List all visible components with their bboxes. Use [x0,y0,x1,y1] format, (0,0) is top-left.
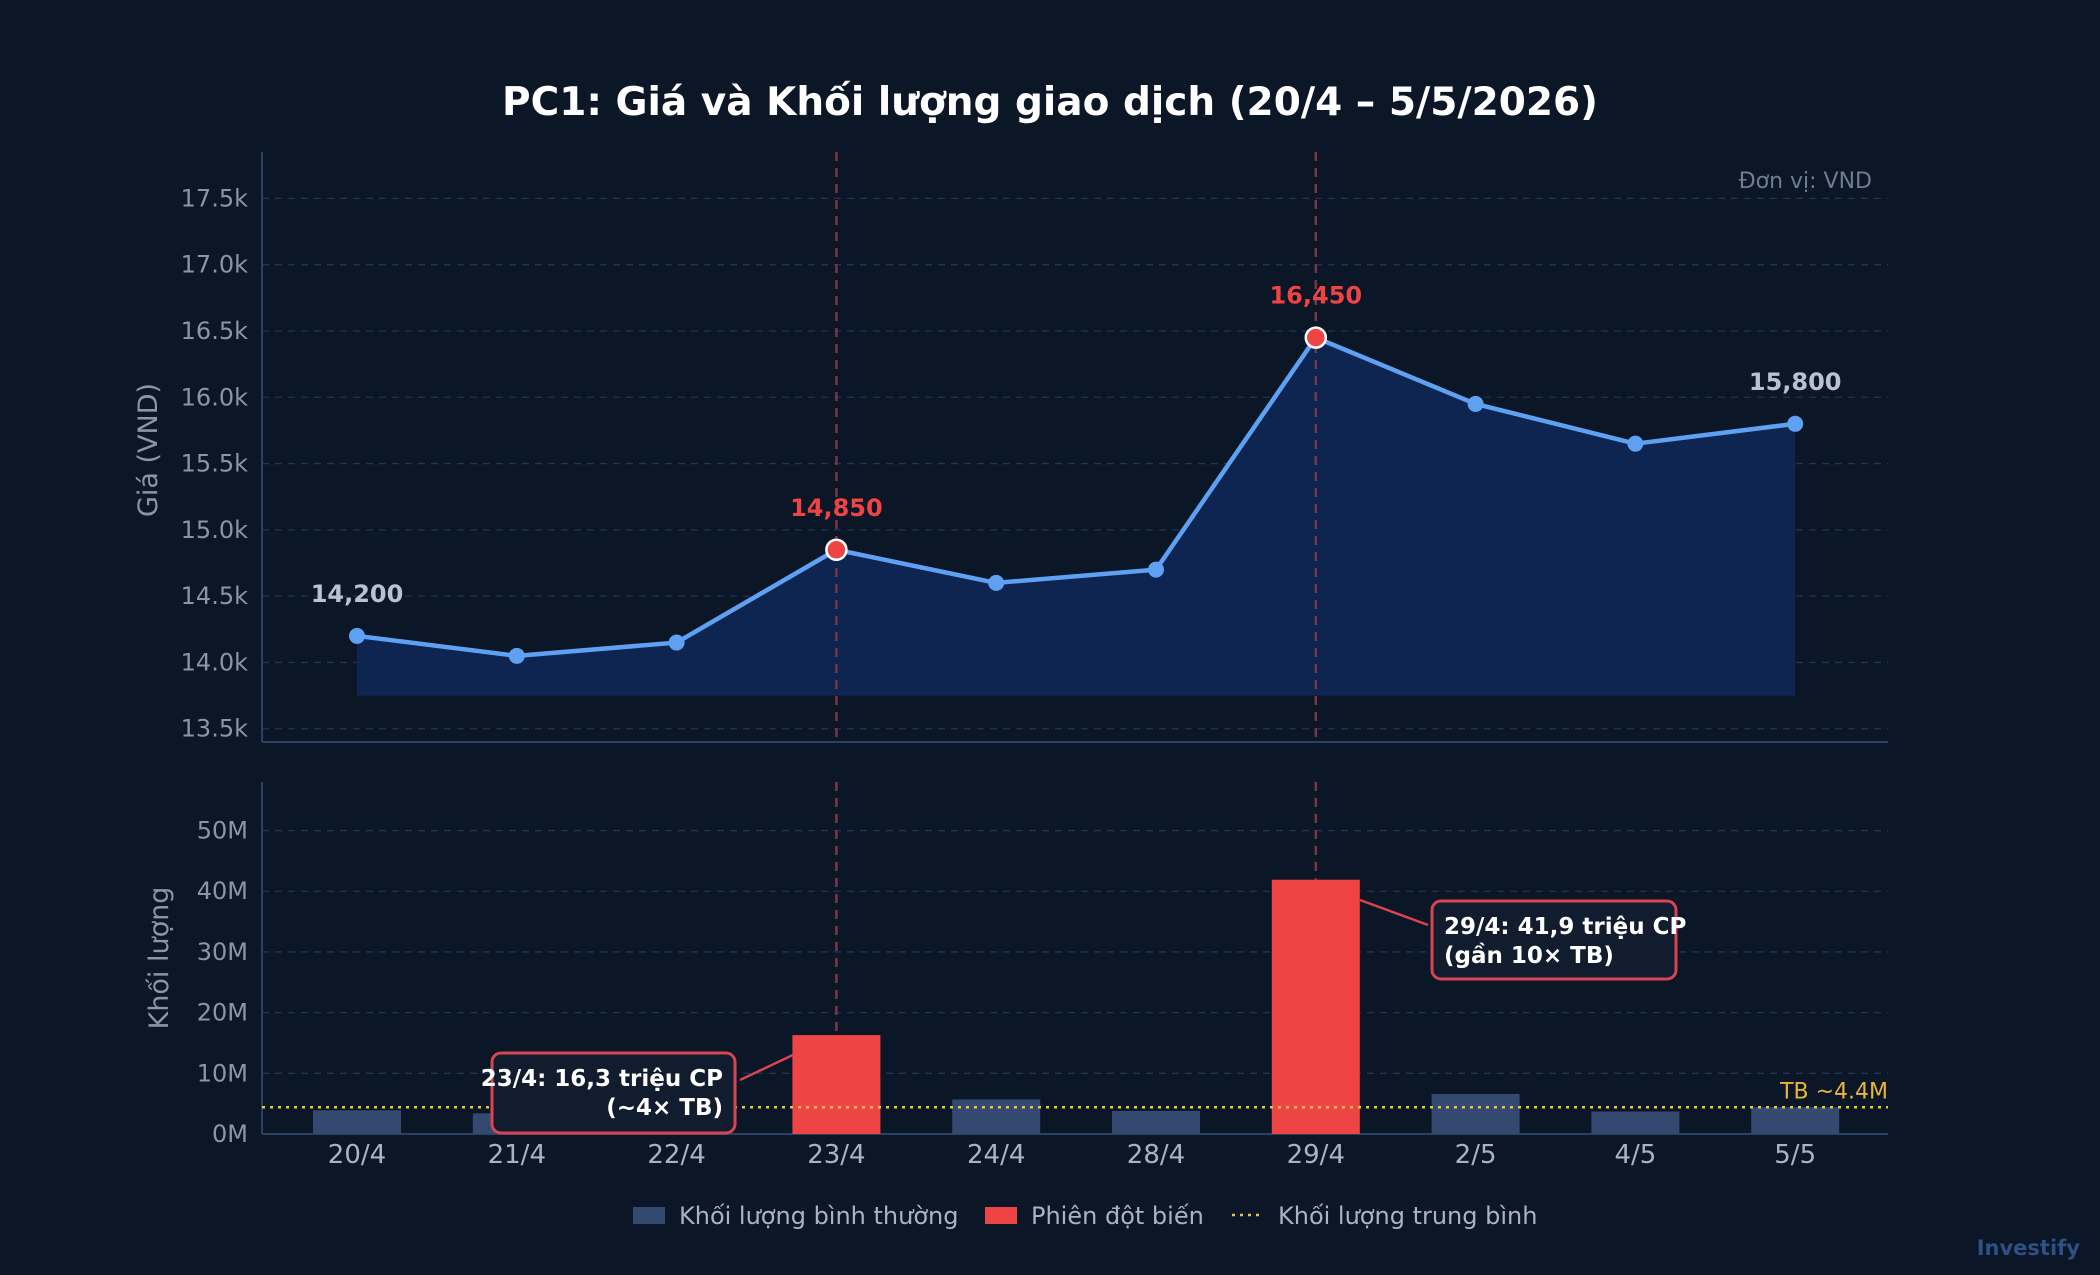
legend: Khối lượng bình thường Phiên đột biến Khối… [633,1202,1537,1230]
x-tick-label: 24/4 [967,1140,1025,1170]
price-tick-label: 16.0k [181,383,248,411]
price-tick-label: 14.0k [181,648,248,676]
volume-bar [952,1099,1041,1134]
volume-bar [1591,1111,1680,1134]
x-tick-label: 22/4 [647,1140,705,1170]
annotation-text: 29/4: 41,9 triệu CP [1444,914,1686,940]
volume-tick-label: 10M [197,1059,248,1087]
x-tick-label: 23/4 [807,1140,865,1170]
legend-swatch-normal-bar [633,1207,665,1224]
legend-label: Khối lượng trung bình [1278,1202,1537,1230]
legend-label: Khối lượng bình thường [679,1202,958,1230]
price-axis-label: Giá (VND) [133,383,164,517]
x-tick-label: 20/4 [328,1140,386,1170]
price-point [988,574,1005,591]
annotation-connector [1359,898,1429,927]
x-tick-label: 28/4 [1127,1140,1185,1170]
x-tick-label: 2/5 [1455,1140,1497,1170]
annotation-text: 23/4: 16,3 triệu CP [481,1066,723,1092]
x-tick-label: 4/5 [1614,1140,1656,1170]
annotation-box [1430,899,1678,981]
price-point-spike [825,538,848,562]
legend-label: Phiên đột biến [1031,1202,1204,1230]
volume-tick-label: 0M [212,1120,248,1148]
x-tick-label: 21/4 [488,1140,546,1170]
price-series-line [356,335,1796,659]
volume-tick-label: 20M [197,999,248,1027]
price-tick-label: 14.5k [181,582,248,610]
price-point [508,647,525,664]
annotation-connector [739,1052,796,1082]
price-data-label: 14,200 [311,580,404,608]
price-tick-label: 13.5k [181,715,248,743]
volume-axis-label: Khối lượng [144,887,175,1030]
volume-bar-spike [792,1035,881,1134]
price-point [668,634,685,651]
price-point-spike [1304,326,1328,349]
price-tick-label: 15.0k [181,516,248,544]
volume-panel: 0M 10M 20M 30M 40M 50M TB ~4.4M 23/4: 16,3 triệ… [197,782,1888,1170]
price-point [1467,395,1484,412]
volume-bar [1112,1110,1200,1134]
price-tick-label: 16.5k [181,317,248,345]
volume-tick-label: 50M [197,817,248,845]
price-tick-label: 15.5k [181,450,248,478]
price-data-label: 16,450 [1269,282,1362,310]
price-point [349,627,365,644]
x-tick-label: 5/5 [1774,1140,1816,1170]
average-volume-label: TB ~4.4M [1779,1079,1888,1104]
price-area-fill [357,337,1796,696]
annotation-box [490,1051,737,1135]
unit-note: Đơn vị: VND [1739,169,1872,194]
volume-bar [1431,1093,1520,1134]
price-data-label: 15,800 [1749,368,1842,396]
annotation-text: (gần 10× TB) [1444,942,1614,969]
price-point [1787,415,1804,432]
legend-swatch-spike-bar [985,1207,1017,1224]
chart-title: PC1: Giá và Khối lượng giao dịch (20/4 –… [502,80,1598,125]
volume-bar [1751,1107,1840,1134]
price-data-label: 14,850 [790,494,883,522]
price-point [1148,561,1164,578]
volume-bar-spike [1271,879,1360,1134]
watermark: Investify [1977,1236,2081,1260]
x-tick-label: 29/4 [1287,1140,1345,1170]
annotation-text: (~4× TB) [606,1095,723,1121]
volume-tick-label: 40M [197,877,248,905]
price-point [1627,435,1644,452]
volume-bar [313,1110,401,1134]
price-tick-label: 17.5k [181,184,248,212]
price-panel: 13.5k 14.0k 14.5k 15.0k 15.5k 16.0k 16.5k 17.0k… [181,152,1888,743]
price-tick-label: 17.0k [181,251,248,279]
volume-tick-label: 30M [197,938,248,966]
